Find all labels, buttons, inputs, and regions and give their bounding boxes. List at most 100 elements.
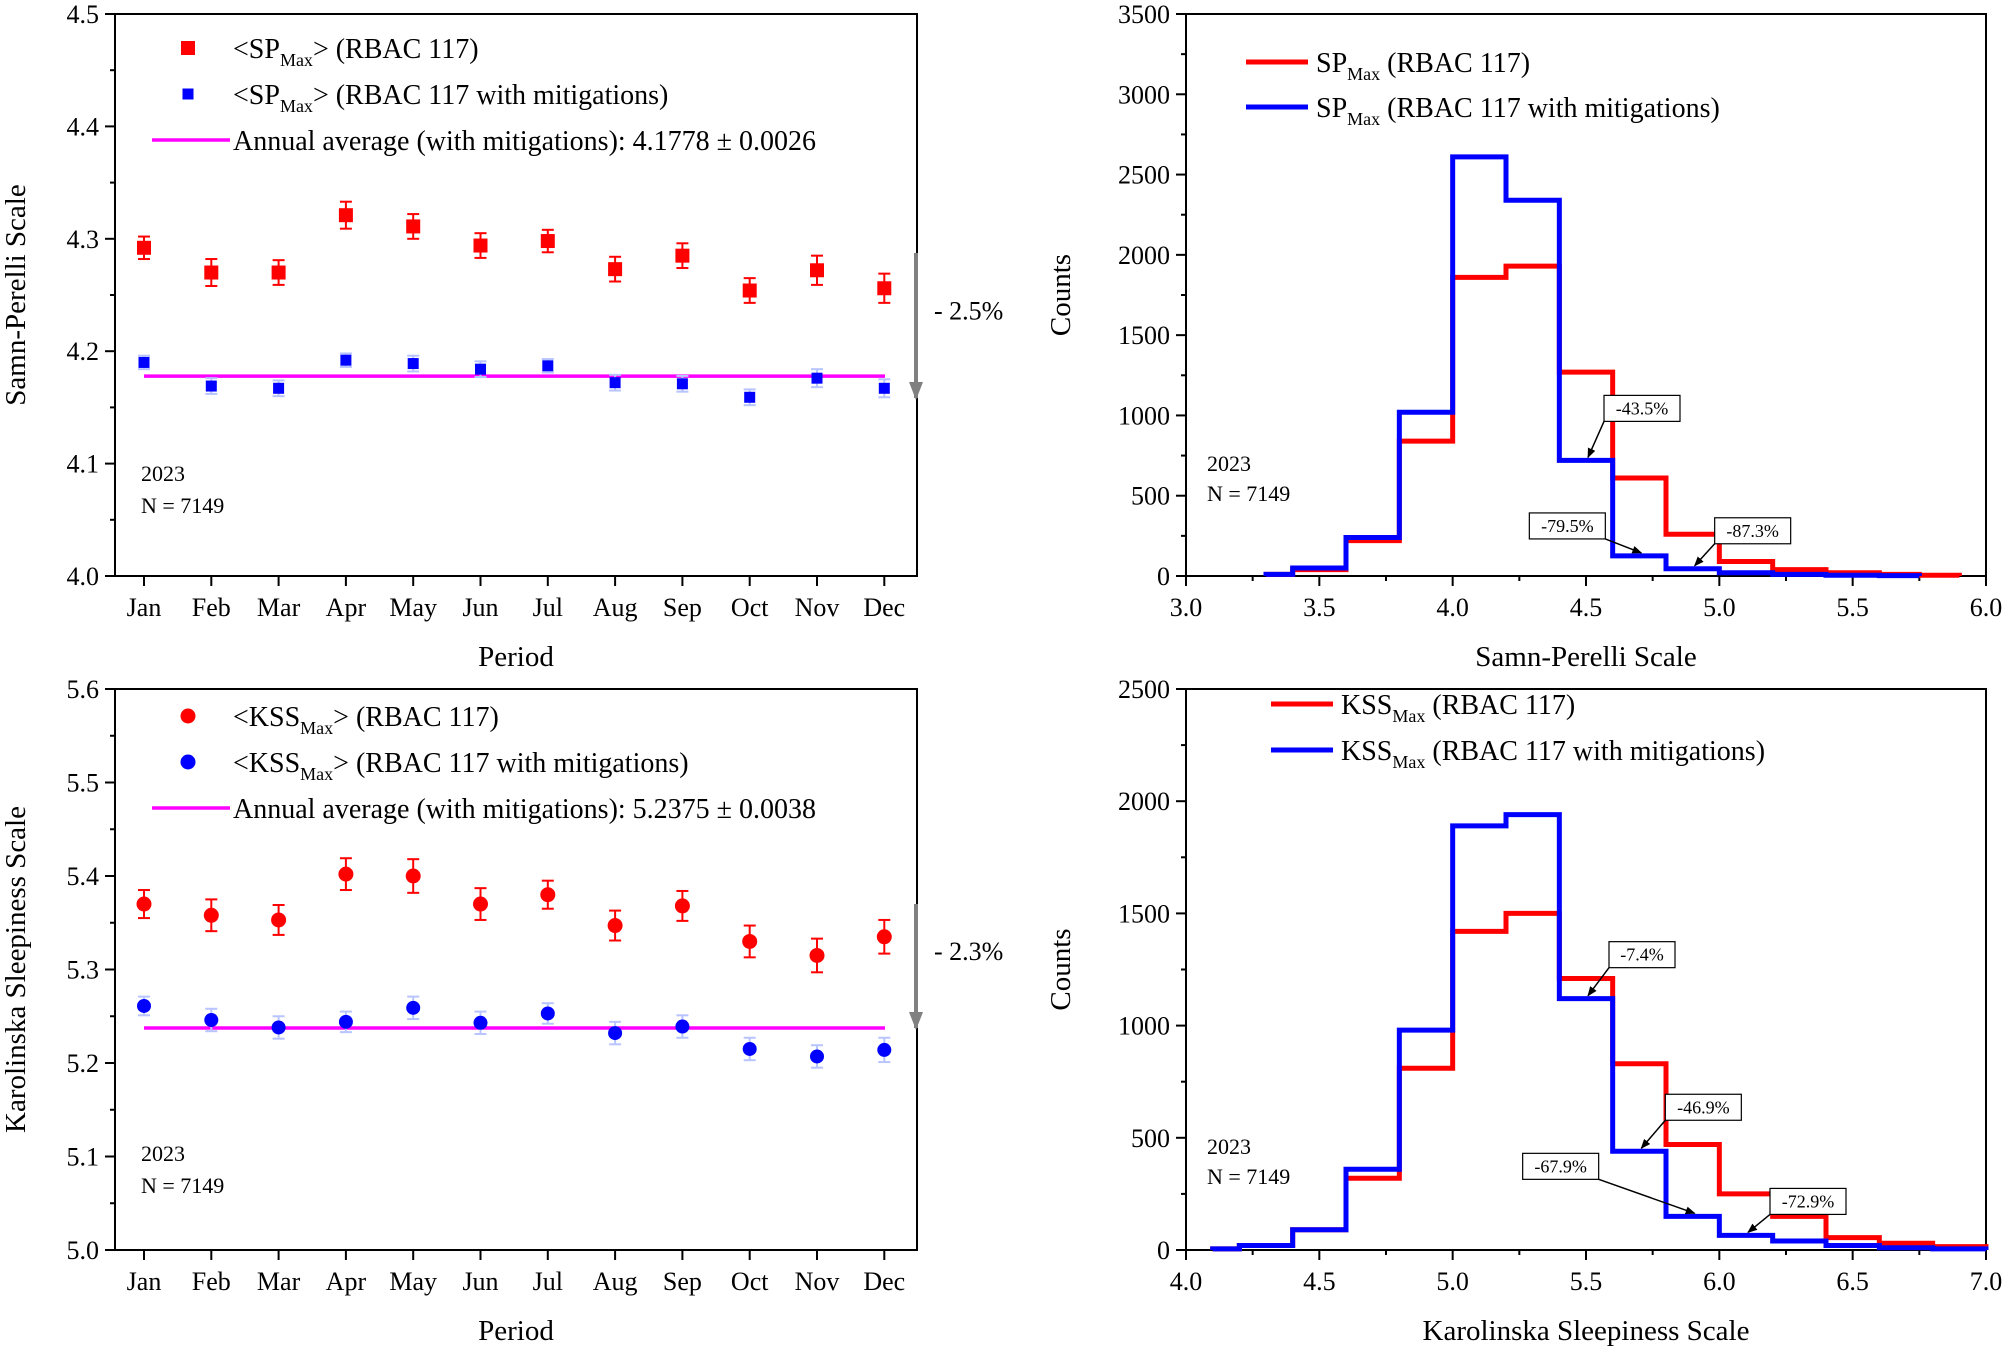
kss_hist-callout-arrow: [1598, 1178, 1696, 1215]
kss_hist-callout-arrow: [1640, 1119, 1666, 1150]
sp_hist-ytick-label: 500: [1131, 482, 1170, 511]
kss_monthly-point: [204, 1012, 219, 1027]
kss_monthly-point: [540, 1006, 555, 1021]
sp_hist-ytick-label: 1000: [1118, 401, 1170, 430]
sp_monthly-point: [878, 382, 890, 394]
sp_monthly-ytick-label: 4.2: [67, 337, 100, 366]
sp_hist-callout-box: [1714, 517, 1792, 545]
sp_monthly-point: [608, 262, 623, 277]
kss_monthly-ytick-label: 5.4: [67, 862, 100, 891]
kss_hist-callout-box: [1769, 1187, 1847, 1216]
sp_monthly-xtick-label: Jun: [462, 593, 498, 622]
kss_hist-series-1-step: [1210, 812, 1989, 1252]
kss_hist-xtick-label: 4.5: [1303, 1267, 1336, 1296]
kss_monthly-point: [810, 1049, 824, 1064]
kss_hist-year-label: 2023: [1207, 1134, 1251, 1159]
sp_monthly-legend-marker: [182, 88, 194, 100]
sp_hist-xtick-label: 6.0: [1970, 593, 2003, 622]
sp_monthly-point: [204, 265, 219, 280]
sp_monthly-change-label: - 2.5%: [934, 297, 1003, 326]
sp_monthly-xlabel: Period: [478, 641, 554, 673]
sp_monthly-year-label: 2023: [141, 461, 185, 486]
sp_hist-legend-label: SPMax (RBAC 117): [1316, 48, 1530, 84]
kss_monthly-xlabel: Period: [478, 1315, 554, 1347]
kss_hist-callout-box: [1664, 1093, 1742, 1121]
sp_hist-ytick-label: 2000: [1118, 241, 1170, 270]
kss_monthly-point: [406, 1000, 421, 1015]
kss_hist-n-label: N = 7149: [1207, 1164, 1290, 1189]
sp_monthly-point: [271, 265, 286, 280]
kss_monthly-point: [405, 868, 421, 884]
kss_monthly-ytick-label: 5.5: [67, 769, 100, 798]
sp_monthly-point: [137, 240, 151, 255]
sp_hist-callout-arrow: [1605, 538, 1643, 554]
sp_hist-chart: 0 500 1000 1500 2000 2500 3000 3500 3.0 3.5 4.0 4.5…: [1045, 0, 2002, 673]
sp_monthly-axes-frame: [114, 13, 918, 577]
sp_monthly-xtick-label: Jan: [127, 593, 162, 622]
kss_hist-ytick-label: 2000: [1118, 787, 1170, 816]
sp_hist-year-label: 2023: [1207, 451, 1251, 476]
kss_monthly-ytick-label: 5.1: [67, 1143, 100, 1172]
kss_hist-callout-label: -67.9%: [1534, 1156, 1587, 1176]
kss_monthly-ytick-label: 5.2: [67, 1049, 100, 1078]
kss_monthly-point: [742, 1041, 757, 1056]
kss_monthly-point: [473, 896, 488, 912]
sp_monthly-point: [810, 263, 824, 278]
kss_hist-xtick-label: 5.0: [1436, 1267, 1469, 1296]
kss_monthly-point: [540, 887, 556, 903]
sp_monthly-chart: 4.0 4.1 4.2 4.3 4.4 4.5 Jan Feb Mar Apr May Jun Jul A…: [0, 0, 1003, 673]
sp_monthly-point: [540, 234, 555, 249]
kss_monthly-ytick-label: 5.0: [67, 1236, 100, 1265]
kss_monthly-point: [203, 907, 219, 923]
sp_monthly-series-0: [137, 200, 892, 304]
sp_hist-ytick-label: 3000: [1118, 80, 1170, 109]
sp_hist-legend-label: SPMax (RBAC 117 with mitigations): [1316, 93, 1720, 129]
sp_monthly-legend-label: <SPMax> (RBAC 117 with mitigations): [233, 80, 668, 116]
kss_monthly-legend-label: <KSSMax> (RBAC 117 with mitigations): [233, 748, 689, 784]
kss_monthly-xtick-label: Dec: [863, 1267, 905, 1296]
kss_monthly-ytick-label: 5.3: [67, 956, 100, 985]
sp_monthly-xtick-label: Feb: [192, 593, 231, 622]
kss_monthly-series-1: [137, 995, 892, 1069]
sp_hist-series-1-step: [1263, 154, 1922, 579]
kss_hist-xtick-label: 5.5: [1570, 1267, 1603, 1296]
sp_monthly-legend-average-label: Annual average (with mitigations): 4.177…: [233, 126, 816, 157]
sp_monthly-xtick-label: Nov: [795, 593, 840, 622]
sp_monthly-point: [542, 360, 554, 372]
kss_monthly-ylabel: Karolinska Sleepiness Scale: [0, 806, 32, 1133]
sp_hist-xtick-label: 5.0: [1703, 593, 1736, 622]
kss_hist-callout-box: [1522, 1152, 1600, 1180]
kss_monthly-point: [136, 896, 152, 912]
sp_monthly-point: [407, 358, 419, 370]
kss_monthly-xtick-label: Jun: [462, 1267, 498, 1296]
kss_hist-xtick-label: 6.5: [1836, 1267, 1869, 1296]
kss_monthly-point: [877, 1042, 892, 1057]
sp_monthly-point: [877, 281, 892, 296]
sp_monthly-ytick-label: 4.3: [67, 225, 100, 254]
kss_monthly-xtick-label: Oct: [731, 1267, 769, 1296]
sp_monthly-xtick-label: Jul: [533, 593, 563, 622]
kss_monthly-xtick-label: Nov: [795, 1267, 840, 1296]
sp_monthly-point: [406, 219, 421, 234]
kss_monthly-point: [876, 929, 892, 945]
sp_monthly-ylabel: Samn-Perelli Scale: [0, 184, 32, 405]
kss_monthly-xtick-label: Sep: [663, 1267, 702, 1296]
kss_hist-callout-arrow: [1747, 1213, 1771, 1234]
sp_monthly-xtick-label: Dec: [863, 593, 905, 622]
kss_monthly-xtick-label: Jan: [127, 1267, 162, 1296]
sp_monthly-point: [742, 283, 757, 298]
sp_hist-n-label: N = 7149: [1207, 481, 1290, 506]
kss_monthly-point: [675, 1019, 690, 1034]
sp_hist-xtick-label: 3.0: [1170, 593, 1203, 622]
sp_monthly-legend-label: <SPMax> (RBAC 117): [233, 34, 479, 70]
kss_monthly-point: [608, 1026, 623, 1041]
sp_hist-callout-arrow: [1587, 421, 1605, 459]
sp_hist-xtick-label: 5.5: [1836, 593, 1869, 622]
sp_hist-xtick-label: 4.5: [1570, 593, 1603, 622]
sp_hist-ytick-label: 2500: [1118, 161, 1170, 190]
sp_monthly-n-label: N = 7149: [141, 493, 224, 518]
sp_monthly-ytick-label: 4.1: [67, 450, 100, 479]
kss_hist-ytick-label: 1500: [1118, 899, 1170, 928]
kss_hist-legend-label: KSSMax (RBAC 117): [1341, 690, 1575, 726]
sp_monthly-point: [273, 382, 285, 394]
